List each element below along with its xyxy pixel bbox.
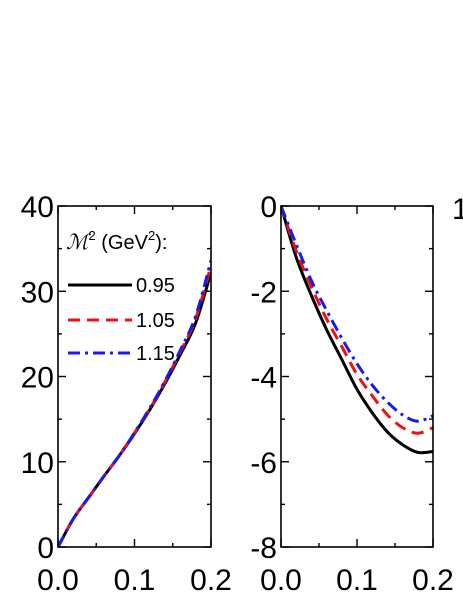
middle-xtick-label: 0.1 xyxy=(336,564,378,597)
left-ytick-label: 30 xyxy=(21,276,54,309)
middle-xtick-label: 0.0 xyxy=(260,564,302,597)
middle-series-line-1.15 xyxy=(281,206,433,423)
left-series-line-1.15 xyxy=(58,260,211,547)
legend-label-1.15: 1.15 xyxy=(136,343,175,365)
middle-ytick-label: -8 xyxy=(250,532,277,565)
middle-ytick-label: -6 xyxy=(250,447,277,480)
legend-title: ℳ2 (GeV2): xyxy=(66,228,167,254)
middle-series-line-1.05 xyxy=(281,206,433,435)
left-xtick-label: 0.2 xyxy=(190,564,232,597)
middle-ytick-label: -4 xyxy=(250,362,277,395)
left-ytick-label: 40 xyxy=(21,191,54,224)
middle-panel: -8 -6 -4 -2 0 0.0 0.1 0.2 xyxy=(250,191,454,597)
middle-xtick-label: 0.2 xyxy=(412,564,454,597)
left-series-line-1.05 xyxy=(58,265,211,547)
left-ytick-label: 20 xyxy=(21,362,54,395)
left-ytick-label: 10 xyxy=(21,447,54,480)
left-ytick-label: 0 xyxy=(37,532,54,565)
left-xtick-label: 0.1 xyxy=(114,564,156,597)
legend: ℳ2 (GeV2): 0.95 1.05 1.15 xyxy=(66,228,175,365)
middle-ytick-label: 0 xyxy=(260,191,277,224)
middle-ytick-label: -2 xyxy=(250,276,277,309)
legend-label-0.95: 0.95 xyxy=(136,275,175,297)
left-xtick-label: 0.0 xyxy=(37,564,79,597)
right-panel-tick-label: 1 xyxy=(452,193,463,226)
left-plot-frame xyxy=(57,205,212,548)
middle-series-line-0.95 xyxy=(281,206,433,455)
left-panel: 0 10 20 30 40 0.0 0.1 0.2 xyxy=(21,191,232,597)
middle-plot-frame xyxy=(280,205,434,548)
legend-label-1.05: 1.05 xyxy=(136,310,175,332)
